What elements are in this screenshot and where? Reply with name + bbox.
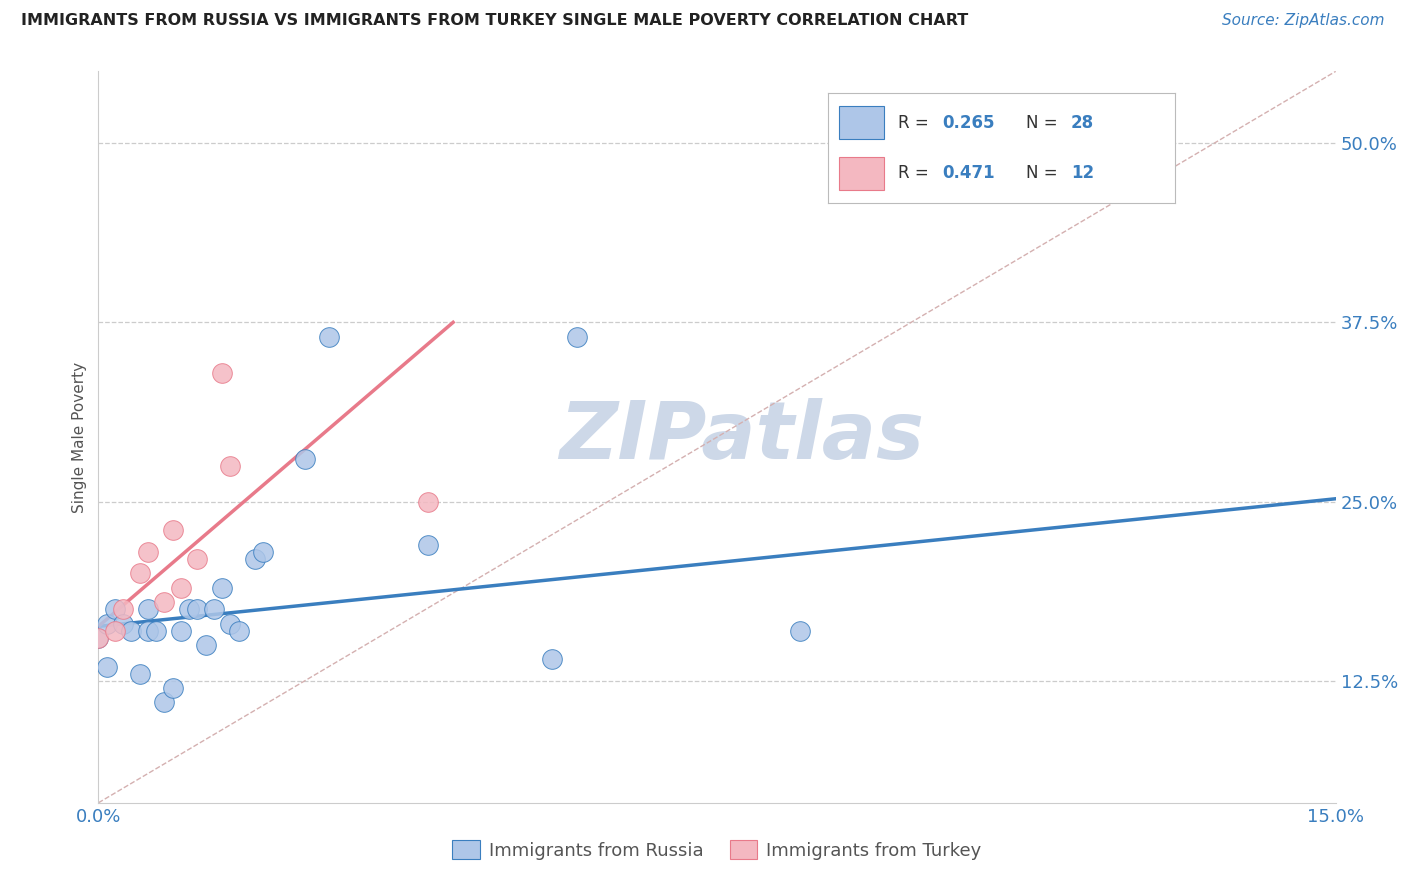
Point <box>136 624 159 638</box>
Point <box>219 458 242 473</box>
Point <box>162 681 184 695</box>
Point <box>112 602 135 616</box>
Point <box>211 366 233 380</box>
Text: IMMIGRANTS FROM RUSSIA VS IMMIGRANTS FROM TURKEY SINGLE MALE POVERTY CORRELATION: IMMIGRANTS FROM RUSSIA VS IMMIGRANTS FRO… <box>21 13 969 29</box>
Text: ZIPatlas: ZIPatlas <box>560 398 924 476</box>
Point <box>128 566 150 581</box>
Point <box>120 624 142 638</box>
Point <box>243 552 266 566</box>
Point <box>96 616 118 631</box>
Point <box>228 624 250 638</box>
Point <box>104 624 127 638</box>
Point <box>252 545 274 559</box>
Point <box>87 631 110 645</box>
Point <box>87 631 110 645</box>
Point <box>202 602 225 616</box>
Point <box>170 624 193 638</box>
Point <box>136 545 159 559</box>
Point <box>418 538 440 552</box>
Point <box>194 638 217 652</box>
Y-axis label: Single Male Poverty: Single Male Poverty <box>72 361 87 513</box>
Point <box>145 624 167 638</box>
Text: Source: ZipAtlas.com: Source: ZipAtlas.com <box>1222 13 1385 29</box>
Point <box>153 595 176 609</box>
Point <box>153 695 176 709</box>
Point <box>128 666 150 681</box>
Point <box>789 624 811 638</box>
Point <box>170 581 193 595</box>
Legend: Immigrants from Russia, Immigrants from Turkey: Immigrants from Russia, Immigrants from … <box>446 833 988 867</box>
Point <box>318 329 340 343</box>
Point <box>162 524 184 538</box>
Point <box>136 602 159 616</box>
Point <box>104 602 127 616</box>
Point <box>541 652 564 666</box>
Point <box>96 659 118 673</box>
Point <box>219 616 242 631</box>
Point <box>186 552 208 566</box>
Point <box>565 329 588 343</box>
Point <box>112 616 135 631</box>
Point <box>418 494 440 508</box>
Point <box>294 451 316 466</box>
Point <box>186 602 208 616</box>
Point <box>211 581 233 595</box>
Point <box>179 602 201 616</box>
